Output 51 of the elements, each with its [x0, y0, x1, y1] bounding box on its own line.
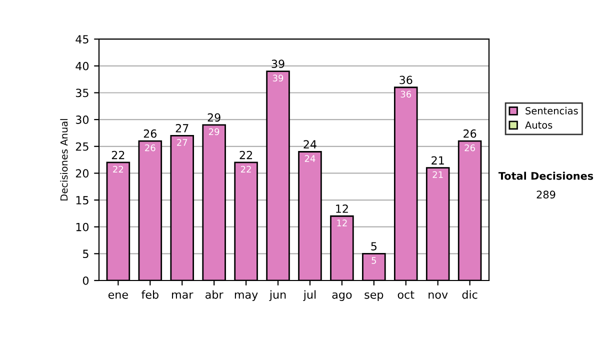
total-label: 26	[464, 129, 476, 138]
y-tick-label: 10	[76, 222, 89, 232]
data-label: 21	[432, 171, 443, 178]
y-tick-label: 15	[76, 196, 88, 204]
x-tick-label: feb	[142, 290, 158, 299]
x-tick-label: oct	[398, 290, 414, 299]
total-label: 22	[240, 150, 252, 160]
total-label: 39	[272, 60, 284, 68]
x-tick-label: jul	[303, 290, 316, 301]
total-label: 12	[336, 204, 348, 213]
data-label: 26	[145, 144, 156, 152]
y-tick-label: 0	[82, 276, 89, 285]
data-label: 26	[464, 144, 475, 152]
data-label: 12	[337, 220, 347, 226]
total-label: 21	[432, 156, 444, 164]
x-tick-label: jun	[269, 290, 286, 301]
y-tick-label: 5	[83, 250, 88, 258]
x-tick-label: dic	[462, 290, 478, 299]
y-tick-label: 35	[76, 88, 88, 98]
legend-label: Autos	[525, 121, 552, 129]
data-label: 39	[272, 74, 284, 82]
y-axis-title: Decisiones Anual	[60, 119, 68, 200]
x-tick-label: sep	[364, 292, 384, 301]
data-label: 36	[400, 90, 412, 98]
x-tick-label: ene	[108, 292, 128, 299]
data-label: 29	[209, 128, 220, 136]
x-tick-label: mar	[172, 292, 194, 299]
legend-label: Sentencias	[526, 106, 578, 114]
data-label: 22	[240, 166, 251, 173]
text: 289	[536, 190, 556, 199]
x-tick-label: ago	[332, 292, 352, 301]
y-tick-label: 30	[76, 116, 89, 124]
total-label: 24	[304, 140, 316, 148]
total-label: 29	[208, 113, 220, 122]
total-label: 27	[176, 124, 188, 132]
y-tick-label: 20	[76, 169, 89, 178]
x-tick-label: nov	[428, 292, 448, 299]
total-label: 5	[371, 242, 376, 250]
data-label: 27	[177, 139, 188, 146]
data-label: 22	[113, 166, 124, 173]
y-tick-label: 45	[76, 35, 88, 44]
total-label: 36	[400, 76, 412, 84]
text: Total Decisiones	[498, 172, 594, 180]
y-tick-label: 40	[76, 62, 89, 70]
total-label: 26	[144, 129, 157, 138]
data-label: 5	[372, 257, 376, 264]
total-label: 22	[112, 150, 124, 160]
data-label: 24	[304, 155, 316, 162]
x-tick-label: abr	[206, 290, 224, 299]
y-tick-label: 25	[76, 142, 88, 151]
x-tick-label: may	[234, 292, 258, 301]
